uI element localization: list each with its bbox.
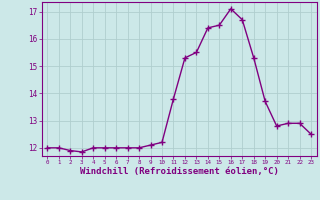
- X-axis label: Windchill (Refroidissement éolien,°C): Windchill (Refroidissement éolien,°C): [80, 167, 279, 176]
